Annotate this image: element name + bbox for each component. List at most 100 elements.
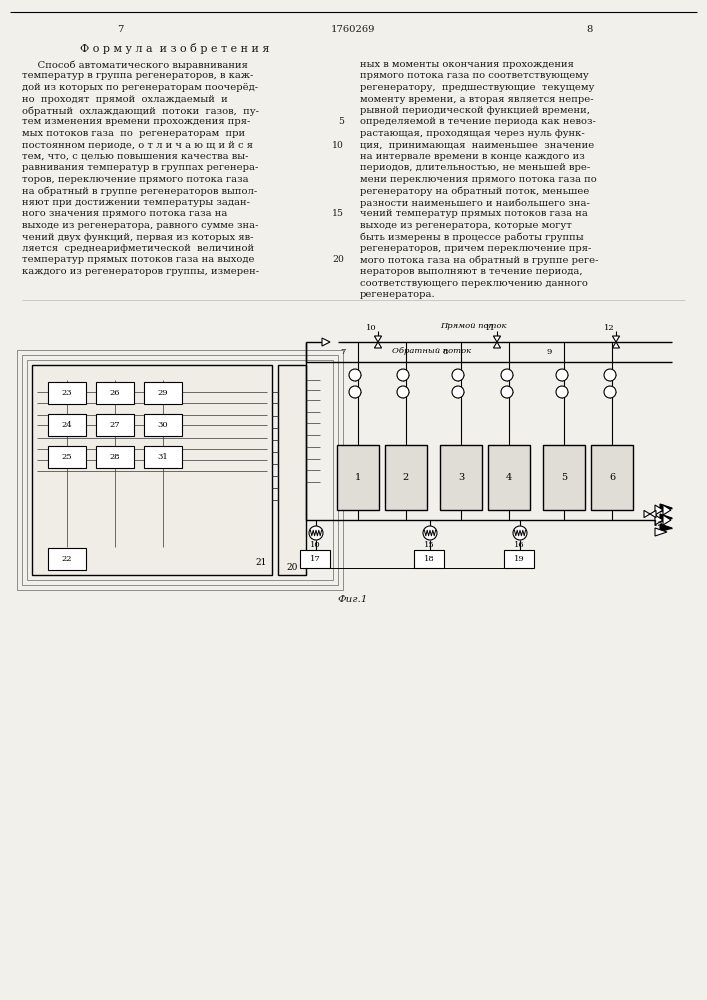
Text: регенератора.: регенератора. bbox=[360, 290, 436, 299]
Text: 10: 10 bbox=[332, 140, 344, 149]
Text: Прямой поток: Прямой поток bbox=[440, 322, 506, 330]
Text: равнивания температур в группах регенера-: равнивания температур в группах регенера… bbox=[22, 163, 258, 172]
Text: тем, что, с целью повышения качества вы-: тем, что, с целью повышения качества вы- bbox=[22, 152, 248, 161]
Bar bbox=[48, 382, 86, 404]
Bar bbox=[591, 445, 633, 510]
Polygon shape bbox=[663, 505, 671, 515]
Bar bbox=[278, 365, 306, 575]
Text: Ф о р м у л а  и з о б р е т е н и я: Ф о р м у л а и з о б р е т е н и я bbox=[81, 43, 269, 54]
Text: ного значения прямого потока газа на: ного значения прямого потока газа на bbox=[22, 210, 228, 219]
Bar bbox=[17, 350, 343, 590]
Text: определяемой в течение периода как невоз-: определяемой в течение периода как невоз… bbox=[360, 117, 596, 126]
Text: 19: 19 bbox=[513, 555, 525, 563]
Polygon shape bbox=[655, 528, 667, 536]
Circle shape bbox=[604, 386, 616, 398]
Bar bbox=[300, 550, 330, 568]
Bar bbox=[22, 355, 338, 585]
Text: нераторов выполняют в течение периода,: нераторов выполняют в течение периода, bbox=[360, 267, 583, 276]
Bar bbox=[144, 414, 182, 436]
Bar bbox=[48, 414, 86, 436]
Text: но  проходят  прямой  охлаждаемый  и: но проходят прямой охлаждаемый и bbox=[22, 95, 228, 104]
Text: 5: 5 bbox=[561, 473, 567, 482]
Circle shape bbox=[501, 369, 513, 381]
Text: рывной периодической функцией времени,: рывной периодической функцией времени, bbox=[360, 106, 590, 115]
Circle shape bbox=[309, 526, 323, 540]
Circle shape bbox=[452, 386, 464, 398]
Text: 6: 6 bbox=[609, 473, 615, 482]
Bar bbox=[27, 360, 333, 580]
Text: 26: 26 bbox=[110, 389, 120, 397]
Text: быть измерены в процессе работы группы: быть измерены в процессе работы группы bbox=[360, 232, 583, 242]
Circle shape bbox=[556, 369, 568, 381]
Polygon shape bbox=[650, 510, 656, 518]
Circle shape bbox=[501, 386, 513, 398]
Text: 12: 12 bbox=[604, 324, 614, 332]
Circle shape bbox=[349, 369, 361, 381]
Text: 29: 29 bbox=[158, 389, 168, 397]
Text: 20: 20 bbox=[286, 562, 298, 572]
Text: соответствующего переключению данного: соответствующего переключению данного bbox=[360, 278, 588, 288]
Text: чений температур прямых потоков газа на: чений температур прямых потоков газа на bbox=[360, 210, 588, 219]
Bar bbox=[504, 550, 534, 568]
Text: прямого потока газа по соответствующему: прямого потока газа по соответствующему bbox=[360, 72, 589, 81]
Polygon shape bbox=[655, 505, 663, 515]
Text: 15: 15 bbox=[424, 541, 435, 549]
Circle shape bbox=[397, 386, 409, 398]
Bar bbox=[144, 382, 182, 404]
Text: на интервале времени в конце каждого из: на интервале времени в конце каждого из bbox=[360, 152, 585, 161]
Text: 17: 17 bbox=[310, 555, 320, 563]
Text: температур в группа регенераторов, в каж-: температур в группа регенераторов, в каж… bbox=[22, 72, 253, 81]
Text: разности наименьшего и наибольшего зна-: разности наименьшего и наибольшего зна- bbox=[360, 198, 590, 208]
Text: периодов, длительностью, не меньшей вре-: периодов, длительностью, не меньшей вре- bbox=[360, 163, 590, 172]
Bar bbox=[440, 445, 482, 510]
Bar bbox=[337, 445, 379, 510]
Text: ция,  принимающая  наименьшее  значение: ция, принимающая наименьшее значение bbox=[360, 140, 595, 149]
Bar bbox=[96, 446, 134, 468]
Text: мени переключения прямого потока газа по: мени переключения прямого потока газа по bbox=[360, 175, 597, 184]
Text: моменту времени, а вторая является непре-: моменту времени, а вторая является непре… bbox=[360, 95, 594, 104]
Text: 2: 2 bbox=[403, 473, 409, 482]
Polygon shape bbox=[493, 342, 501, 348]
Text: 31: 31 bbox=[158, 453, 168, 461]
Text: дой из которых по регенераторам поочерёд-: дой из которых по регенераторам поочерёд… bbox=[22, 83, 258, 92]
Text: Фиг.1: Фиг.1 bbox=[338, 595, 368, 604]
Circle shape bbox=[452, 369, 464, 381]
Text: 20: 20 bbox=[332, 255, 344, 264]
Polygon shape bbox=[660, 504, 672, 512]
Text: температур прямых потоков газа на выходе: температур прямых потоков газа на выходе bbox=[22, 255, 255, 264]
Bar bbox=[32, 365, 272, 575]
Bar bbox=[48, 446, 86, 468]
Polygon shape bbox=[612, 342, 619, 348]
Text: 9: 9 bbox=[547, 348, 552, 356]
Text: 1760269: 1760269 bbox=[331, 25, 375, 34]
Text: регенератору,  предшествующие  текущему: регенератору, предшествующие текущему bbox=[360, 83, 595, 92]
Text: 10: 10 bbox=[366, 324, 376, 332]
Text: 21: 21 bbox=[256, 558, 267, 567]
Text: ных в моменты окончания прохождения: ных в моменты окончания прохождения bbox=[360, 60, 574, 69]
Text: 28: 28 bbox=[110, 453, 120, 461]
Text: 7: 7 bbox=[340, 348, 346, 356]
Text: торов, переключение прямого потока газа: торов, переключение прямого потока газа bbox=[22, 175, 249, 184]
Text: 4: 4 bbox=[506, 473, 512, 482]
Polygon shape bbox=[660, 524, 672, 532]
Text: на обратный в группе регенераторов выпол-: на обратный в группе регенераторов выпол… bbox=[22, 186, 257, 196]
Text: мого потока газа на обратный в группе реге-: мого потока газа на обратный в группе ре… bbox=[360, 255, 599, 265]
Polygon shape bbox=[375, 342, 382, 348]
Text: 8: 8 bbox=[443, 348, 448, 356]
Polygon shape bbox=[493, 336, 501, 342]
Circle shape bbox=[604, 369, 616, 381]
Polygon shape bbox=[612, 336, 619, 342]
Text: 8: 8 bbox=[587, 25, 593, 34]
Text: Обратный поток: Обратный поток bbox=[392, 347, 471, 355]
Text: регенераторов, причем переключение пря-: регенераторов, причем переключение пря- bbox=[360, 244, 591, 253]
Polygon shape bbox=[655, 515, 663, 525]
Bar bbox=[488, 445, 530, 510]
Text: тем изменения времени прохождения пря-: тем изменения времени прохождения пря- bbox=[22, 117, 250, 126]
Bar bbox=[96, 414, 134, 436]
Polygon shape bbox=[663, 515, 671, 525]
Text: 23: 23 bbox=[62, 389, 72, 397]
Bar bbox=[144, 446, 182, 468]
Polygon shape bbox=[644, 510, 650, 518]
Bar bbox=[96, 382, 134, 404]
Text: 18: 18 bbox=[423, 555, 434, 563]
